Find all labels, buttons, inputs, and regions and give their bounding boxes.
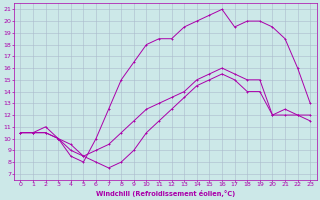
X-axis label: Windchill (Refroidissement éolien,°C): Windchill (Refroidissement éolien,°C) — [96, 190, 235, 197]
